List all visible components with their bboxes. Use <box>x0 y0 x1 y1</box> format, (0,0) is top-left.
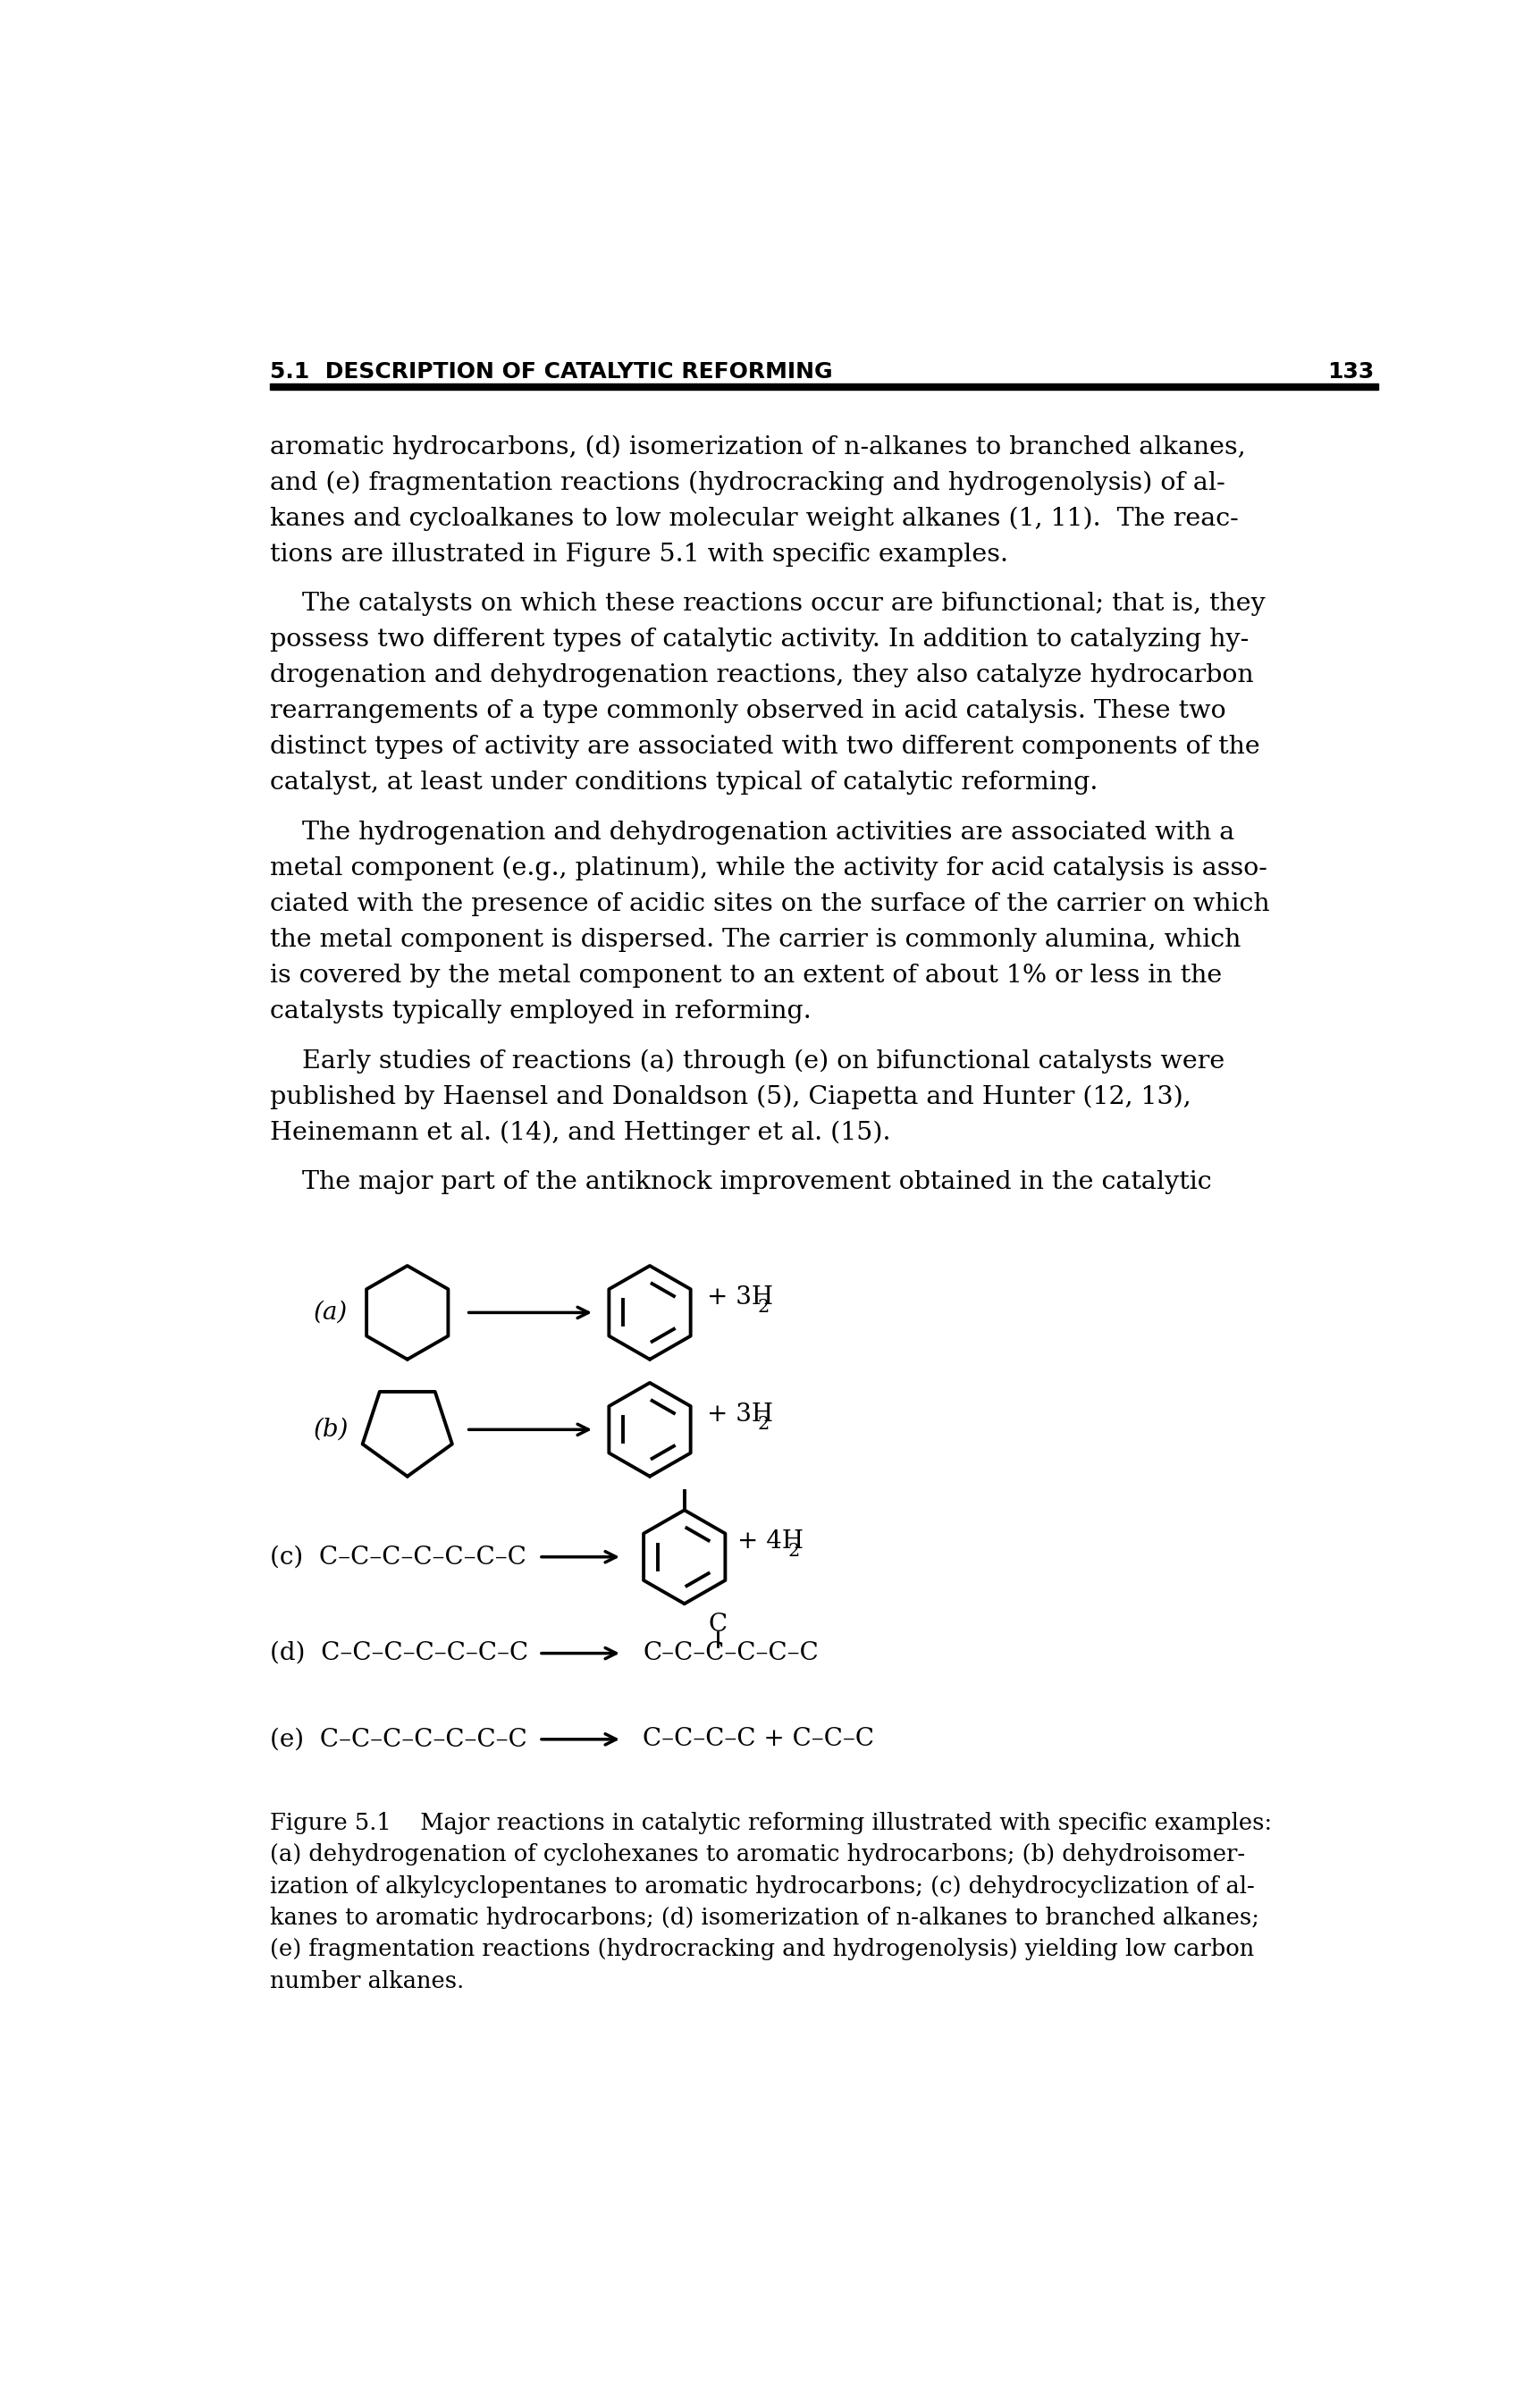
Text: (e)  C–C–C–C–C–C–C: (e) C–C–C–C–C–C–C <box>270 1727 527 1751</box>
Text: C–C–C–C–C–C: C–C–C–C–C–C <box>642 1641 818 1665</box>
Text: C–C–C–C + C–C–C: C–C–C–C + C–C–C <box>642 1727 873 1751</box>
Text: kanes and cycloalkanes to low molecular weight alkanes (1, 11).  The reac-: kanes and cycloalkanes to low molecular … <box>270 507 1238 531</box>
Text: ciated with the presence of acidic sites on the surface of the carrier on which: ciated with the presence of acidic sites… <box>270 892 1269 916</box>
Text: The major part of the antiknock improvement obtained in the catalytic: The major part of the antiknock improvem… <box>270 1170 1210 1194</box>
Text: number alkanes.: number alkanes. <box>270 1971 464 1993</box>
Text: (a) dehydrogenation of cyclohexanes to aromatic hydrocarbons; (b) dehydroisomer-: (a) dehydrogenation of cyclohexanes to a… <box>270 1844 1244 1866</box>
Text: is covered by the metal component to an extent of about 1% or less in the: is covered by the metal component to an … <box>270 964 1221 988</box>
Text: + 4H: + 4H <box>736 1531 802 1555</box>
Text: The hydrogenation and dehydrogenation activities are associated with a: The hydrogenation and dehydrogenation ac… <box>270 820 1234 844</box>
Text: kanes to aromatic hydrocarbons; (d) isomerization of n-alkanes to branched alkan: kanes to aromatic hydrocarbons; (d) isom… <box>270 1906 1258 1928</box>
Text: 2: 2 <box>758 1416 770 1433</box>
Text: + 3H: + 3H <box>707 1285 772 1308</box>
Text: 133: 133 <box>1326 361 1374 383</box>
Text: ization of alkylcyclopentanes to aromatic hydrocarbons; (c) dehydrocyclization o: ization of alkylcyclopentanes to aromati… <box>270 1875 1254 1897</box>
Text: Heinemann et al. (14), and Hettinger et al. (15).: Heinemann et al. (14), and Hettinger et … <box>270 1119 890 1146</box>
Text: + 3H: + 3H <box>707 1402 772 1426</box>
Text: metal component (e.g., platinum), while the activity for acid catalysis is asso-: metal component (e.g., platinum), while … <box>270 856 1267 880</box>
Text: distinct types of activity are associated with two different components of the: distinct types of activity are associate… <box>270 734 1260 758</box>
Bar <box>270 383 1378 390</box>
Text: aromatic hydrocarbons, (d) isomerization of n‐alkanes to branched alkanes,: aromatic hydrocarbons, (d) isomerization… <box>270 435 1246 459</box>
Text: catalysts typically employed in reforming.: catalysts typically employed in reformin… <box>270 1000 812 1024</box>
Text: The catalysts on which these reactions occur are bifunctional; that is, they: The catalysts on which these reactions o… <box>270 591 1264 617</box>
Text: 5.1  DESCRIPTION OF CATALYTIC REFORMING: 5.1 DESCRIPTION OF CATALYTIC REFORMING <box>270 361 833 383</box>
Text: Figure 5.1    Major reactions in catalytic reforming illustrated with specific e: Figure 5.1 Major reactions in catalytic … <box>270 1811 1272 1835</box>
Text: published by Haensel and Donaldson (5), Ciapetta and Hunter (12, 13),: published by Haensel and Donaldson (5), … <box>270 1084 1190 1110</box>
Text: C: C <box>708 1612 727 1636</box>
Text: the metal component is dispersed. The carrier is commonly alumina, which: the metal component is dispersed. The ca… <box>270 928 1240 952</box>
Text: Early studies of reactions (a) through (e) on bifunctional catalysts were: Early studies of reactions (a) through (… <box>270 1050 1224 1074</box>
Text: and (e) fragmentation reactions (hydrocracking and hydrogenolysis) of al-: and (e) fragmentation reactions (hydrocr… <box>270 471 1224 495</box>
Text: (a): (a) <box>314 1301 348 1325</box>
Text: (e) fragmentation reactions (hydrocracking and hydrogenolysis) yielding low carb: (e) fragmentation reactions (hydrocracki… <box>270 1938 1254 1961</box>
Text: (b): (b) <box>314 1418 350 1442</box>
Text: possess two different types of catalytic activity. In addition to catalyzing hy-: possess two different types of catalytic… <box>270 627 1249 653</box>
Text: tions are illustrated in Figure 5.1 with specific examples.: tions are illustrated in Figure 5.1 with… <box>270 543 1007 567</box>
Text: rearrangements of a type commonly observed in acid catalysis. These two: rearrangements of a type commonly observ… <box>270 698 1226 722</box>
Text: catalyst, at least under conditions typical of catalytic reforming.: catalyst, at least under conditions typi… <box>270 770 1098 794</box>
Text: (d)  C–C–C–C–C–C–C: (d) C–C–C–C–C–C–C <box>270 1641 528 1665</box>
Text: 2: 2 <box>758 1299 770 1316</box>
Text: (c)  C–C–C–C–C–C–C: (c) C–C–C–C–C–C–C <box>270 1545 527 1569</box>
Text: 2: 2 <box>788 1543 799 1560</box>
Text: drogenation and dehydrogenation reactions, they also catalyze hydrocarbon: drogenation and dehydrogenation reaction… <box>270 663 1254 687</box>
